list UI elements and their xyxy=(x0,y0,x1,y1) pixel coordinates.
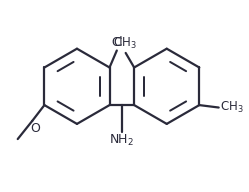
Text: CH$_3$: CH$_3$ xyxy=(113,36,136,51)
Text: CH$_3$: CH$_3$ xyxy=(220,100,244,115)
Text: NH$_2$: NH$_2$ xyxy=(109,133,134,148)
Text: Cl: Cl xyxy=(111,36,123,49)
Text: O: O xyxy=(30,122,40,135)
